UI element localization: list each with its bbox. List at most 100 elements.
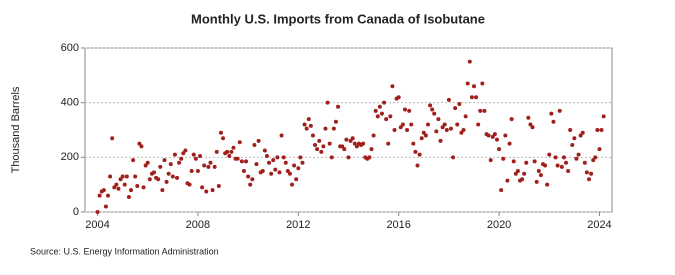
data-point [409, 122, 414, 127]
data-point [538, 173, 543, 178]
data-point [515, 169, 520, 173]
data-point [354, 144, 359, 149]
data-point [428, 103, 433, 108]
data-point [580, 130, 585, 135]
data-point [248, 182, 253, 187]
chart-title: Monthly U.S. Imports from Canada of Isob… [191, 11, 485, 26]
data-point [513, 171, 518, 176]
data-point [175, 175, 180, 180]
data-point [210, 188, 215, 193]
data-point [181, 151, 186, 156]
data-point [476, 122, 481, 127]
data-point [227, 153, 232, 158]
data-point [432, 111, 437, 116]
x-tick-label: 2016 [386, 219, 410, 231]
data-point [216, 184, 221, 189]
data-point [545, 182, 550, 187]
data-point [501, 156, 506, 161]
data-point [198, 153, 203, 158]
data-point [507, 141, 512, 146]
data-point [321, 144, 326, 149]
data-point [162, 158, 167, 163]
x-tick-label: 2024 [587, 219, 611, 231]
data-point [342, 147, 347, 152]
data-point [400, 122, 405, 127]
data-point [281, 155, 286, 160]
data-point [296, 166, 301, 171]
data-point [204, 189, 209, 194]
data-point [110, 136, 115, 141]
data-point [333, 119, 338, 124]
data-point [350, 136, 355, 141]
y-tick-label: 600 [61, 42, 79, 54]
data-point [509, 117, 514, 122]
data-point [287, 171, 292, 176]
data-point [379, 111, 384, 116]
data-point [168, 162, 173, 167]
data-point [463, 114, 468, 119]
data-point [158, 164, 163, 169]
data-point [193, 156, 198, 161]
data-point [566, 169, 571, 173]
data-point [141, 185, 146, 190]
data-point [371, 133, 376, 138]
data-point [488, 158, 493, 163]
data-point [285, 169, 290, 173]
data-point [384, 117, 389, 122]
data-point [308, 123, 313, 128]
data-point [595, 128, 600, 132]
data-point [271, 158, 276, 163]
data-point [260, 169, 265, 173]
data-point [116, 186, 121, 191]
data-point [97, 193, 102, 198]
y-axis-label: Thousand Barrels [10, 86, 22, 173]
data-point [187, 182, 192, 187]
data-point [434, 129, 439, 134]
data-point [402, 107, 407, 112]
data-point [486, 133, 491, 138]
data-point [369, 147, 374, 152]
data-point [241, 169, 246, 173]
data-point [137, 141, 142, 146]
data-point [298, 155, 303, 160]
data-point [290, 182, 295, 187]
data-point [183, 148, 188, 153]
data-point [405, 128, 410, 132]
data-point [375, 114, 380, 119]
data-point [536, 169, 541, 173]
data-point [208, 160, 213, 165]
data-point [221, 136, 226, 141]
data-point [415, 163, 420, 168]
data-point [156, 177, 161, 182]
data-point [419, 136, 424, 141]
data-point [469, 95, 474, 100]
data-point [166, 171, 171, 176]
data-point [195, 169, 200, 173]
data-point [352, 141, 357, 146]
data-point [478, 108, 483, 113]
data-point [315, 147, 320, 152]
data-point [549, 111, 554, 116]
data-point [497, 147, 502, 152]
data-point [526, 115, 531, 120]
data-point [304, 126, 309, 131]
data-point [398, 125, 403, 130]
data-point [212, 164, 217, 169]
data-point [377, 104, 382, 109]
data-point [436, 117, 441, 122]
data-point [164, 179, 169, 184]
data-point [124, 174, 129, 179]
data-point [382, 100, 387, 105]
data-point [511, 159, 516, 164]
data-point [388, 114, 393, 119]
source-note: Source: U.S. Energy Information Administ… [30, 246, 219, 256]
data-point [277, 170, 282, 175]
data-point [340, 144, 345, 149]
data-point [147, 177, 152, 182]
data-point [269, 171, 274, 176]
data-point [143, 163, 148, 168]
data-point [584, 170, 589, 175]
data-point [482, 108, 487, 113]
plot-frame [84, 47, 613, 213]
data-point [206, 164, 211, 169]
